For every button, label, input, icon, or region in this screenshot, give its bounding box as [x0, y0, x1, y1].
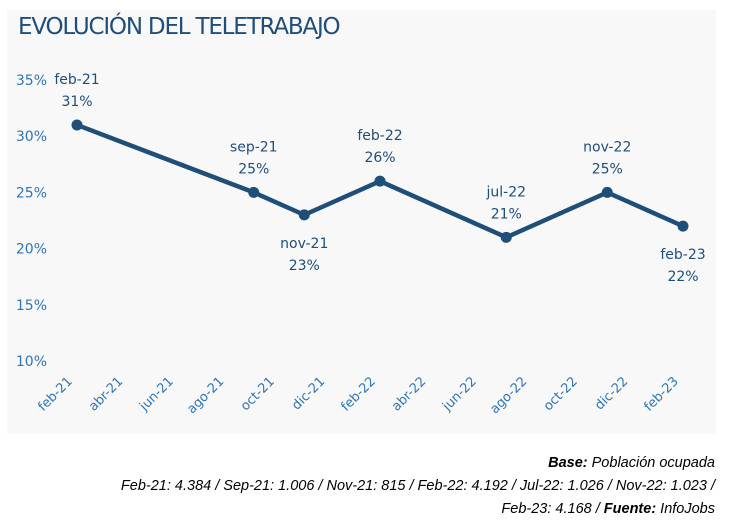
- chart-title: EVOLUCIÓN DEL TELETRABAJO: [18, 14, 341, 40]
- data-point-jul-22: [500, 231, 512, 243]
- data-labels: feb-21 31% sep-21 25% nov-21 23% feb-22 26% jul-…: [54, 72, 705, 285]
- footer-sample-sizes: Feb-21: 4.384 / Sep-21: 1.006 / Nov-21: …: [120, 478, 715, 494]
- y-tick-label: 30%: [16, 129, 47, 145]
- x-tick-label: dic-21: [289, 374, 328, 413]
- x-tick-label: ago-21: [184, 374, 227, 417]
- data-point-feb-21: [71, 119, 83, 131]
- data-point-nov-21: [298, 209, 310, 221]
- y-tick-label: 20%: [16, 242, 47, 258]
- y-tick-label: 25%: [16, 185, 47, 201]
- data-point-feb-22: [374, 175, 386, 187]
- y-tick-label: 10%: [16, 354, 47, 370]
- base-value: Población ocupada: [587, 455, 715, 471]
- data-label-date: feb-23: [660, 247, 705, 263]
- x-tick-label: feb-21: [35, 374, 75, 414]
- data-label-date: feb-21: [54, 72, 99, 88]
- x-tick-label: oct-22: [541, 374, 581, 414]
- y-axis-ticks: 35% 30% 25% 20% 15% 10%: [16, 73, 47, 370]
- data-point-sep-21: [248, 186, 260, 198]
- x-tick-label: feb-23: [641, 374, 681, 414]
- source-label: Fuente:: [603, 501, 657, 517]
- x-tick-label: ago-22: [487, 374, 530, 417]
- data-label-value: 26%: [364, 150, 395, 166]
- data-label-date: nov-21: [280, 236, 328, 252]
- y-tick-label: 35%: [16, 73, 47, 89]
- data-label-value: 23%: [289, 258, 320, 274]
- x-tick-label: dic-22: [592, 374, 631, 413]
- source-value: InfoJobs: [656, 501, 715, 517]
- x-axis-ticks: feb-21 abr-21 jun-21 ago-21 oct-21 dic-21 feb-…: [35, 374, 681, 417]
- x-tick-label: jun-21: [136, 374, 177, 415]
- data-label-value: 21%: [491, 206, 522, 222]
- data-label-value: 25%: [238, 161, 269, 177]
- chart-panel: [7, 10, 716, 434]
- x-tick-label: abr-21: [86, 374, 126, 414]
- x-tick-label: feb-22: [338, 374, 378, 414]
- data-point-nov-22: [601, 186, 613, 198]
- data-label-value: 25%: [592, 161, 623, 177]
- footer-base: Base: Población ocupada: [548, 455, 715, 471]
- data-label-value: 31%: [61, 94, 92, 110]
- data-point-feb-23: [677, 220, 689, 232]
- x-tick-label: abr-22: [389, 374, 429, 414]
- base-label: Base:: [548, 455, 588, 471]
- data-label-date: feb-22: [357, 128, 402, 144]
- data-label-date: sep-21: [230, 139, 278, 155]
- data-label-date: nov-22: [583, 139, 631, 155]
- data-label-value: 22%: [667, 269, 698, 285]
- line-chart: 35%30%25%20%15%10% feb-21 abr-21 jun-21 ago…: [16, 72, 706, 417]
- footer-source: Feb-23: 4.168 / Fuente: InfoJobs: [501, 501, 715, 517]
- sample-size-feb23: Feb-23: 4.168 /: [501, 501, 604, 517]
- data-markers: [71, 119, 689, 243]
- data-label-date: jul-22: [485, 184, 526, 200]
- x-tick-label: jun-22: [439, 374, 480, 415]
- x-tick-label: oct-21: [238, 374, 278, 414]
- y-tick-label: 15%: [16, 298, 47, 314]
